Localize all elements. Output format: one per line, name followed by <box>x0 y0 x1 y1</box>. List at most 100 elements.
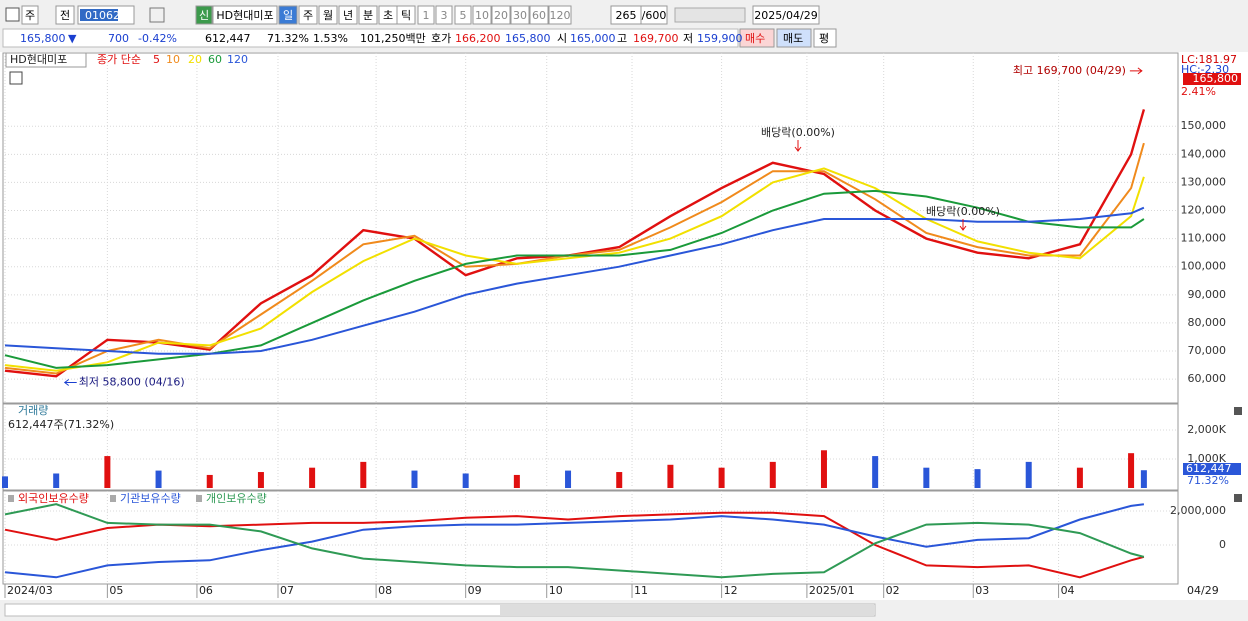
series-line <box>4 503 1145 579</box>
x-tick-label: 02 <box>886 584 900 597</box>
volume-bar <box>411 470 418 488</box>
order-button[interactable] <box>813 28 837 48</box>
legend-entry: 5 <box>153 53 160 66</box>
volume-bar <box>974 469 981 488</box>
y-tick-label: 2,000,000 <box>1170 504 1226 517</box>
series-line <box>4 109 1146 378</box>
toolbar-button[interactable] <box>435 5 453 25</box>
toolbar-label: 3 <box>441 9 448 22</box>
toolbar-button[interactable] <box>298 5 318 25</box>
dividend-arrow <box>794 140 802 152</box>
window-icon[interactable] <box>5 7 20 22</box>
volume-bar <box>923 467 930 488</box>
price-badge <box>1183 73 1241 85</box>
last-date: 04/29 <box>1187 584 1219 597</box>
toolbar-label: 틱 <box>401 9 411 22</box>
order-button[interactable] <box>776 28 812 48</box>
x-tick-label: 11 <box>634 584 648 597</box>
toolbar-button[interactable] <box>278 5 298 25</box>
scroll-thumb[interactable] <box>500 605 875 615</box>
legend-swatch <box>8 495 14 502</box>
toolbar-button[interactable] <box>21 5 39 25</box>
toolbar-label: 주 <box>303 9 313 22</box>
series-line <box>4 503 1145 579</box>
title-box <box>5 52 87 68</box>
x-tick-label: 10 <box>549 584 563 597</box>
low-marker <box>63 379 77 386</box>
toolbar-label: 265 <box>616 9 637 22</box>
y-tick-label: 0 <box>1219 538 1226 551</box>
tool-icons[interactable] <box>674 7 746 23</box>
pane-close[interactable] <box>1234 494 1242 502</box>
volume-bar <box>769 461 776 488</box>
quote-text: 1.53% <box>313 32 348 45</box>
price-pane <box>2 52 1179 404</box>
x-tick-label: 05 <box>109 584 123 597</box>
y-tick-label: 2,000K <box>1187 423 1226 436</box>
quote-text: 169,700 <box>633 32 679 45</box>
quote-text: 호가 <box>431 32 451 45</box>
search-icon[interactable] <box>149 7 165 23</box>
legend-swatch <box>110 495 116 502</box>
toolbar-button[interactable] <box>55 5 75 25</box>
volume-bar <box>820 450 827 488</box>
toolbar-button[interactable] <box>195 5 213 25</box>
side-label: 71.32% <box>1187 474 1229 487</box>
toolbar-button[interactable] <box>472 5 492 25</box>
quote-text: 165,800 <box>505 32 551 45</box>
toolbar-button[interactable] <box>510 5 530 25</box>
side-label: 165,800 <box>1193 72 1239 85</box>
quote-text[interactable]: 매수 <box>745 32 765 45</box>
quote-text: 165,800 <box>20 32 66 45</box>
x-tick-label: 04 <box>1061 584 1075 597</box>
volume-bar <box>872 456 879 488</box>
toolbar-button[interactable] <box>338 5 358 25</box>
quote-text[interactable]: 평 <box>819 32 829 45</box>
quote-text: 저 <box>683 32 693 45</box>
toolbar-button[interactable] <box>358 5 378 25</box>
toolbar-label: /600 <box>642 9 667 22</box>
toolbar-button[interactable] <box>212 5 278 25</box>
volume-bar <box>1140 470 1147 488</box>
toolbar-label: 2025/04/29 <box>754 9 817 22</box>
pane-close[interactable] <box>1234 407 1242 415</box>
quote-text: 166,200 <box>455 32 501 45</box>
series-line <box>4 206 1145 355</box>
toolbar-label: 분 <box>363 9 373 22</box>
legend-entry: 20 <box>188 53 202 66</box>
toolbar-label: 30 <box>513 9 527 22</box>
high-label: 최고 169,700 (04/29) <box>1013 64 1126 77</box>
toolbar-button[interactable] <box>752 5 820 25</box>
volume-bar <box>616 472 623 488</box>
toolbar-button[interactable] <box>318 5 338 25</box>
quote-text[interactable]: 매도 <box>783 32 803 45</box>
pane-subtitle: 612,447주(71.32%) <box>8 418 114 431</box>
toolbar-label: 120 <box>550 9 571 22</box>
toolbar-button[interactable] <box>640 5 668 25</box>
volume-bar <box>667 464 674 488</box>
quote-text: ▼ <box>68 32 77 45</box>
order-button[interactable] <box>739 28 775 48</box>
quote-text: 시 <box>557 32 567 45</box>
quote-text: 101,250백만 <box>360 32 426 45</box>
grid-icon[interactable] <box>9 71 23 85</box>
volume-bar <box>1128 453 1135 488</box>
series-line <box>4 142 1145 375</box>
toolbar-button[interactable] <box>454 5 472 25</box>
toolbar-button[interactable] <box>548 5 572 25</box>
volume-bar <box>2 476 8 488</box>
quote-text: 159,900 <box>697 32 743 45</box>
legend-entry: 개인보유수량 <box>206 492 267 505</box>
toolbar-button[interactable] <box>417 5 435 25</box>
toolbar-label: 주 <box>25 9 35 22</box>
toolbar-label: 010620 <box>85 9 127 22</box>
toolbar-button[interactable] <box>491 5 511 25</box>
volume-bar <box>1025 461 1032 488</box>
toolbar-label: 년 <box>343 9 353 22</box>
y-tick-label: 60,000 <box>1188 372 1227 385</box>
toolbar-button[interactable] <box>529 5 549 25</box>
toolbar-button[interactable] <box>396 5 416 25</box>
side-label: LC:181.97 <box>1181 53 1237 66</box>
toolbar-label: 초 <box>383 9 393 22</box>
